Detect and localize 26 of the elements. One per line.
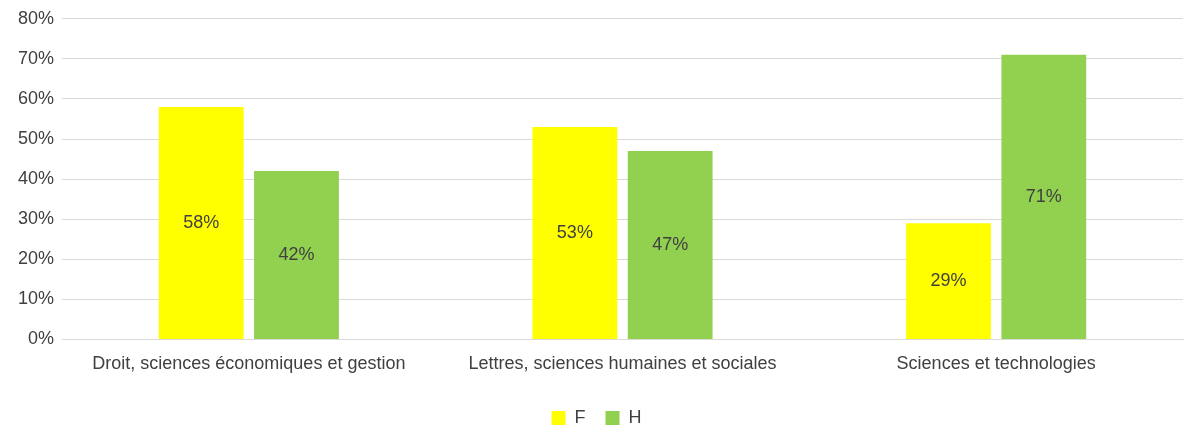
x-tick-label: Lettres, sciences humaines et sociales bbox=[468, 353, 777, 374]
bar bbox=[1001, 54, 1087, 339]
y-tick-label: 20% bbox=[18, 248, 55, 269]
bar bbox=[254, 171, 339, 339]
y-tick-label: 80% bbox=[18, 7, 55, 28]
y-tick-label: 30% bbox=[18, 208, 55, 229]
data-label: 58% bbox=[183, 211, 220, 232]
y-tick-label: 10% bbox=[18, 288, 55, 309]
legend-label: H bbox=[628, 406, 642, 427]
x-tick-label: Droit, sciences économiques et gestion bbox=[92, 353, 406, 374]
data-label: 53% bbox=[556, 221, 593, 242]
bar bbox=[158, 106, 244, 339]
data-label: 42% bbox=[278, 243, 315, 264]
y-tick-label: 70% bbox=[18, 47, 55, 68]
legend-label: F bbox=[574, 406, 586, 427]
bar bbox=[627, 151, 713, 339]
y-tick-label: 40% bbox=[18, 168, 55, 189]
data-label: 71% bbox=[1025, 185, 1062, 206]
data-label: 47% bbox=[652, 233, 689, 254]
data-label: 29% bbox=[930, 270, 967, 291]
y-tick-label: 50% bbox=[18, 127, 55, 148]
y-tick-label: 60% bbox=[18, 87, 55, 108]
bar bbox=[532, 127, 618, 339]
bar bbox=[906, 223, 991, 339]
y-tick-label: 0% bbox=[28, 328, 55, 349]
x-tick-label: Sciences et technologies bbox=[896, 353, 1096, 374]
